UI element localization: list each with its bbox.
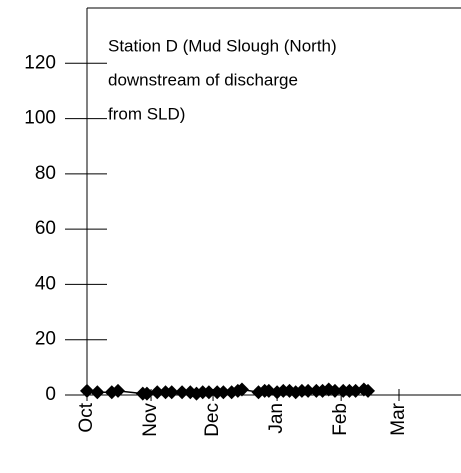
marker <box>90 385 105 400</box>
x-tick-label: Feb <box>330 403 351 436</box>
y-tick-label: 0 <box>45 384 56 405</box>
y-tick-label: 120 <box>24 52 56 73</box>
marker <box>164 385 179 400</box>
y-tick-label: 80 <box>35 163 56 184</box>
y-tick-label: 40 <box>35 273 56 294</box>
x-tick-label: Nov <box>140 403 161 437</box>
x-tick-label: Mar <box>388 402 409 435</box>
marker <box>80 383 94 398</box>
x-tick-label: Oct <box>76 402 97 432</box>
y-tick-label: 20 <box>35 329 56 350</box>
marker <box>234 382 249 397</box>
y-tick-label: 60 <box>35 218 56 239</box>
marker <box>175 385 190 400</box>
annotation: downstream of discharge <box>108 70 298 89</box>
marker <box>361 383 376 398</box>
marker <box>301 383 316 398</box>
x-tick-label: Dec <box>202 403 223 437</box>
marker <box>110 383 125 398</box>
marker <box>150 385 165 400</box>
annotation: Station D (Mud Slough (North) <box>108 36 337 55</box>
marker <box>201 385 216 400</box>
marker <box>139 386 154 401</box>
marker <box>216 385 231 400</box>
annotation: from SLD) <box>108 104 185 123</box>
x-tick-label: Jan <box>266 403 287 434</box>
y-tick-label: 100 <box>24 108 56 129</box>
marker <box>327 383 342 398</box>
